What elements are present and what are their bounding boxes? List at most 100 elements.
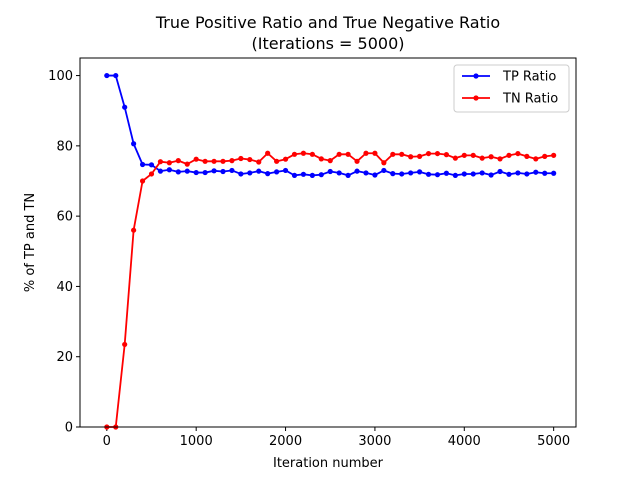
data-point <box>533 156 539 162</box>
y-tick-label: 20 <box>56 350 73 365</box>
data-point <box>551 152 557 158</box>
data-point <box>148 162 155 168</box>
data-point <box>274 158 280 164</box>
y-tick-label: 0 <box>65 421 73 436</box>
data-point <box>229 158 235 164</box>
data-point <box>461 171 467 177</box>
data-point <box>417 169 423 175</box>
legend-swatch-marker <box>473 95 479 101</box>
data-point <box>184 168 190 174</box>
data-point <box>282 156 289 162</box>
data-point <box>229 167 235 174</box>
series-tp-ratio <box>104 72 557 178</box>
data-point <box>113 72 119 79</box>
x-tick-label: 5000 <box>537 434 570 449</box>
data-point <box>399 171 405 177</box>
data-point <box>157 168 164 174</box>
chart-subtitle: (Iterations = 5000) <box>252 34 405 53</box>
data-point <box>122 341 128 348</box>
data-point <box>175 158 181 164</box>
data-point <box>166 167 172 173</box>
data-point <box>425 150 432 157</box>
legend-label: TP Ratio <box>502 70 556 85</box>
data-point <box>524 153 530 159</box>
data-point <box>265 150 271 156</box>
data-point <box>381 160 387 166</box>
x-axis-label: Iteration number <box>273 456 384 471</box>
data-point <box>291 172 298 178</box>
data-point <box>256 168 262 174</box>
data-point <box>354 158 360 164</box>
data-point <box>104 72 110 79</box>
data-point <box>327 158 333 164</box>
data-point <box>408 170 414 176</box>
data-point <box>238 155 244 162</box>
data-point <box>247 156 253 163</box>
x-tick-label: 4000 <box>448 434 481 449</box>
data-point <box>390 171 396 177</box>
data-point <box>175 169 181 175</box>
legend: TP Ratio TN Ratio <box>453 64 570 113</box>
data-point <box>542 170 548 176</box>
data-point <box>452 155 458 161</box>
data-point <box>220 158 226 164</box>
data-point <box>202 169 208 176</box>
data-point <box>479 170 485 176</box>
legend-items: TP Ratio TN Ratio <box>462 70 558 107</box>
data-point <box>533 169 539 175</box>
data-point <box>515 170 521 176</box>
data-point <box>122 104 128 110</box>
data-point <box>390 151 396 157</box>
data-point <box>157 159 164 165</box>
data-point <box>139 161 146 168</box>
data-point <box>488 154 494 160</box>
data-point <box>202 158 208 164</box>
data-point <box>497 156 503 162</box>
data-point <box>247 170 253 176</box>
data-point <box>497 168 503 175</box>
x-axis-ticks: 0 1000 2000 3000 4000 5000 <box>103 427 570 449</box>
data-point <box>381 167 387 174</box>
legend-swatch-marker <box>473 73 479 79</box>
data-point <box>372 150 378 156</box>
data-point <box>515 150 521 157</box>
data-point <box>470 171 476 177</box>
data-point <box>318 172 324 178</box>
data-point <box>211 158 217 164</box>
data-point <box>148 171 155 177</box>
y-tick-label: 100 <box>48 69 73 84</box>
data-point <box>452 172 458 178</box>
data-point <box>506 171 512 177</box>
data-point <box>327 168 333 175</box>
data-point <box>551 170 557 176</box>
y-axis-label: % of TP and TN <box>23 193 38 292</box>
y-tick-label: 40 <box>56 280 73 295</box>
data-point <box>363 170 369 176</box>
data-point <box>282 167 289 174</box>
data-point <box>336 151 342 157</box>
data-point <box>345 172 351 178</box>
data-point <box>470 152 476 158</box>
data-point <box>300 171 307 177</box>
data-point <box>443 170 450 176</box>
data-point <box>417 153 423 159</box>
series-line <box>106 152 554 428</box>
data-point <box>488 172 494 178</box>
data-point <box>363 150 369 156</box>
data-point <box>425 171 432 177</box>
x-tick-label: 0 <box>103 434 111 449</box>
chart-title: True Positive Ratio and True Negative Ra… <box>155 13 500 32</box>
data-point <box>318 156 324 162</box>
data-point <box>354 168 360 174</box>
y-axis-ticks: 0 20 40 60 80 100 <box>48 69 80 436</box>
data-point <box>220 168 226 175</box>
data-point <box>300 150 307 156</box>
data-point <box>372 172 378 178</box>
data-point <box>345 151 351 157</box>
axes-frame <box>79 57 577 428</box>
data-point <box>256 159 262 165</box>
data-point <box>408 154 414 160</box>
data-point <box>479 155 485 161</box>
